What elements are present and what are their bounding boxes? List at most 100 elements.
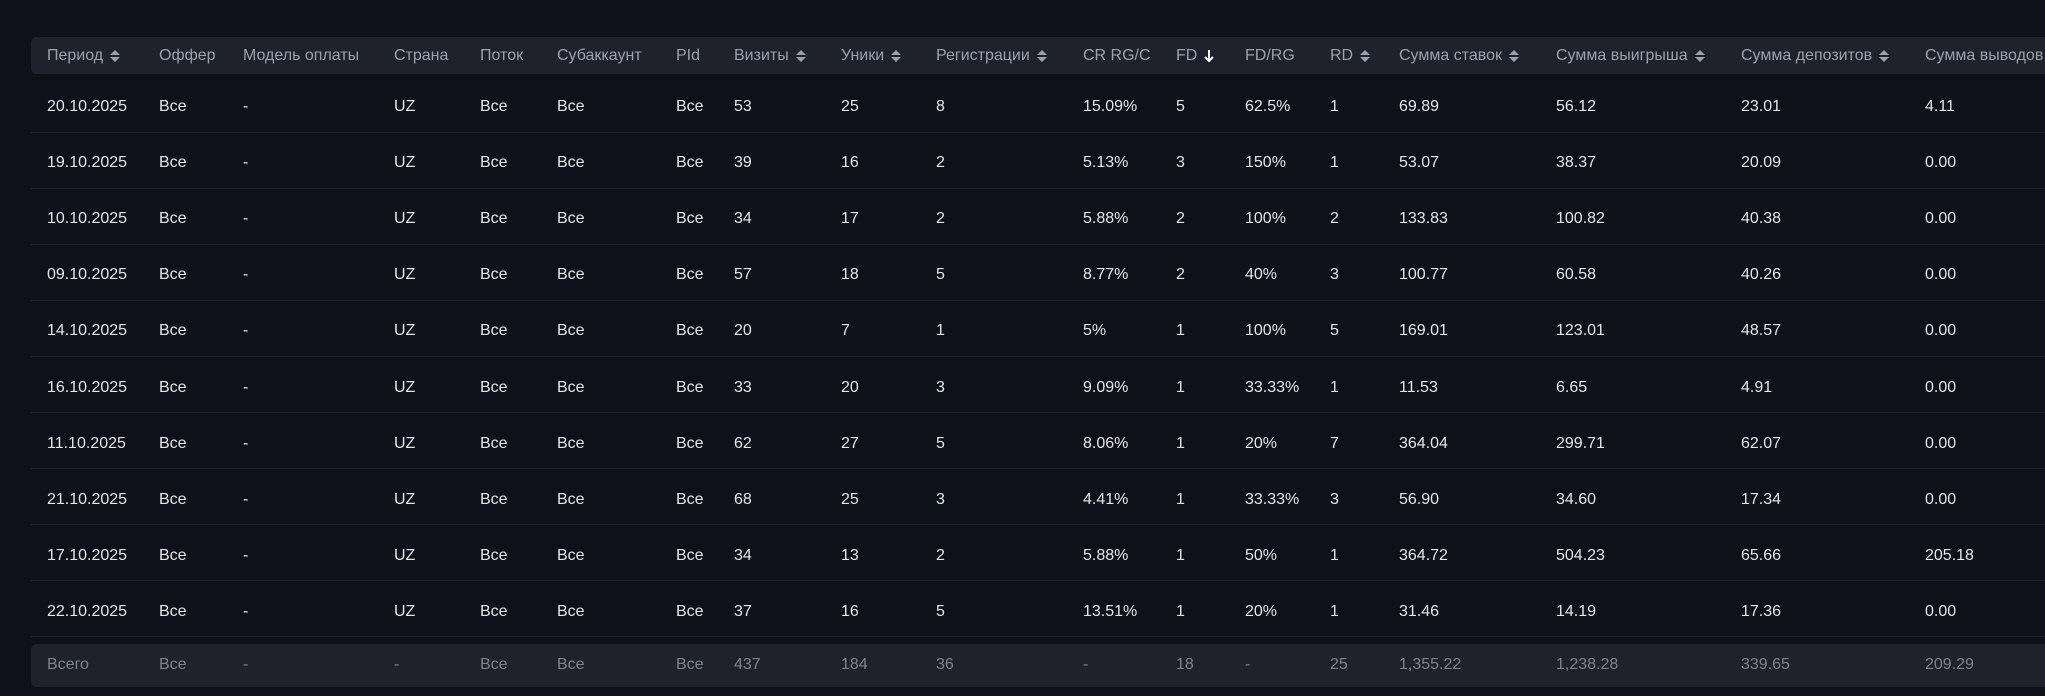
sort-icon[interactable] [1508,49,1520,63]
column-header[interactable]: Регистрации [936,47,1048,65]
column-header[interactable]: Визиты [734,47,807,65]
cell-text: 9.09% [1083,378,1129,396]
column-header[interactable]: Сумма депозитов [1741,47,1890,65]
sort-icon[interactable] [1878,49,1890,63]
table-cell: Все [676,98,704,116]
cell-text: Сумма депозитов [1741,47,1873,64]
cell-text: 31.46 [1399,602,1440,620]
cell-text: 56.12 [1556,98,1597,115]
table-cell: 4.91 [1741,379,1772,397]
table-cell: 48.57 [1741,322,1781,340]
cell-text: 25 [841,490,859,508]
table-cell: 13.51% [1083,603,1137,621]
table-cell: 4.11 [1925,98,1955,116]
cell-text: 20% [1245,434,1278,452]
cell-text: 5.13% [1083,154,1129,172]
table-cell: 8.06% [1083,435,1128,453]
table-cell: 5 [1330,322,1339,340]
cell-text: 16 [841,602,859,620]
table-cell: 33.33% [1245,491,1299,509]
cell-text: 33.33% [1245,378,1300,396]
column-header[interactable]: Уники [841,47,902,65]
cell-text: 56.90 [1399,490,1440,508]
table-cell: 18 [841,266,859,284]
sort-icon[interactable] [1359,49,1371,63]
column-header[interactable]: Сумма ставок [1399,47,1520,65]
sort-icon[interactable] [1694,49,1706,63]
cell-text: - [243,434,249,452]
column-header[interactable]: Сумма выигрыша [1556,47,1706,65]
sort-desc-icon[interactable] [1203,49,1215,63]
row-separator [31,243,2045,245]
table-cell: Все [159,322,187,340]
table-cell: - [243,491,248,509]
row-separator [31,636,2045,638]
cell-text: Все [676,266,704,284]
cell-text: 17 [841,210,859,228]
sort-icon[interactable] [109,49,121,63]
column-header[interactable]: FD [1176,47,1215,65]
table-cell: - [243,266,248,284]
table-cell: 21.10.2025 [47,491,127,509]
cell-text: 0.00 [1925,266,1957,284]
cell-text: RD [1330,47,1354,64]
table-cell: 2 [936,547,945,565]
table-cell: 7 [1330,435,1339,453]
cell-text: 21.10.2025 [47,490,128,508]
table-cell: UZ [394,154,415,172]
cell-text: - [243,210,249,228]
cell-text: Сумма ставок [1399,47,1502,64]
table-cell: 1 [1176,547,1185,565]
table-cell: 1 [1330,547,1339,565]
total-cell: Все [557,656,585,674]
table-cell: Все [480,154,508,172]
cell-text: 2 [936,210,945,228]
cell-text: 2 [1176,266,1185,284]
cell-text: 39 [734,154,752,172]
cell-text: - [243,546,249,564]
table-cell: 2 [1176,210,1185,228]
total-cell: Все [676,656,704,674]
table-cell: 1 [1176,435,1185,453]
column-header: Субаккаунт [557,47,642,65]
cell-text: UZ [394,546,416,564]
cell-text: Все [557,98,585,115]
table-cell: 22.10.2025 [47,603,127,621]
cell-text: 4.41% [1083,490,1129,508]
table-cell: 16 [841,603,859,621]
cell-text: Все [676,602,704,620]
column-header[interactable]: Период [47,47,121,65]
cell-text: Все [557,546,585,564]
cell-text: Все [159,98,187,115]
column-header[interactable]: Сумма выводов [1925,47,2045,65]
sort-icon[interactable] [890,49,902,63]
table-cell: Все [557,322,585,340]
row-separator [31,187,2045,189]
cell-text: 38.37 [1556,154,1597,172]
table-cell: 100.82 [1556,210,1605,228]
cell-text: 437 [734,656,761,673]
table-cell: 53.07 [1399,154,1439,172]
table-cell: Все [557,210,585,228]
table-cell: 33 [734,379,752,397]
table-cell: 65.66 [1741,547,1781,565]
cell-text: 4.11 [1925,98,1955,115]
cell-text: Все [159,490,187,508]
cell-text: 11.10.2025 [47,434,126,452]
table-cell: 8 [936,98,945,116]
table-cell: 2 [936,154,945,172]
sort-icon[interactable] [795,49,807,63]
cell-text: Все [159,602,187,620]
table-cell: 25 [841,491,859,509]
cell-text: 364.72 [1399,546,1448,564]
table-cell: 0.00 [1925,322,1956,340]
table-cell: 20 [841,379,859,397]
table-cell: Все [676,603,704,621]
sort-icon[interactable] [1036,49,1048,63]
column-header[interactable]: RD [1330,47,1371,65]
table-cell: UZ [394,379,415,397]
table-cell: - [243,435,248,453]
total-cell: 437 [734,656,761,674]
cell-text: 6.65 [1556,378,1588,396]
column-header: Страна [394,47,448,65]
